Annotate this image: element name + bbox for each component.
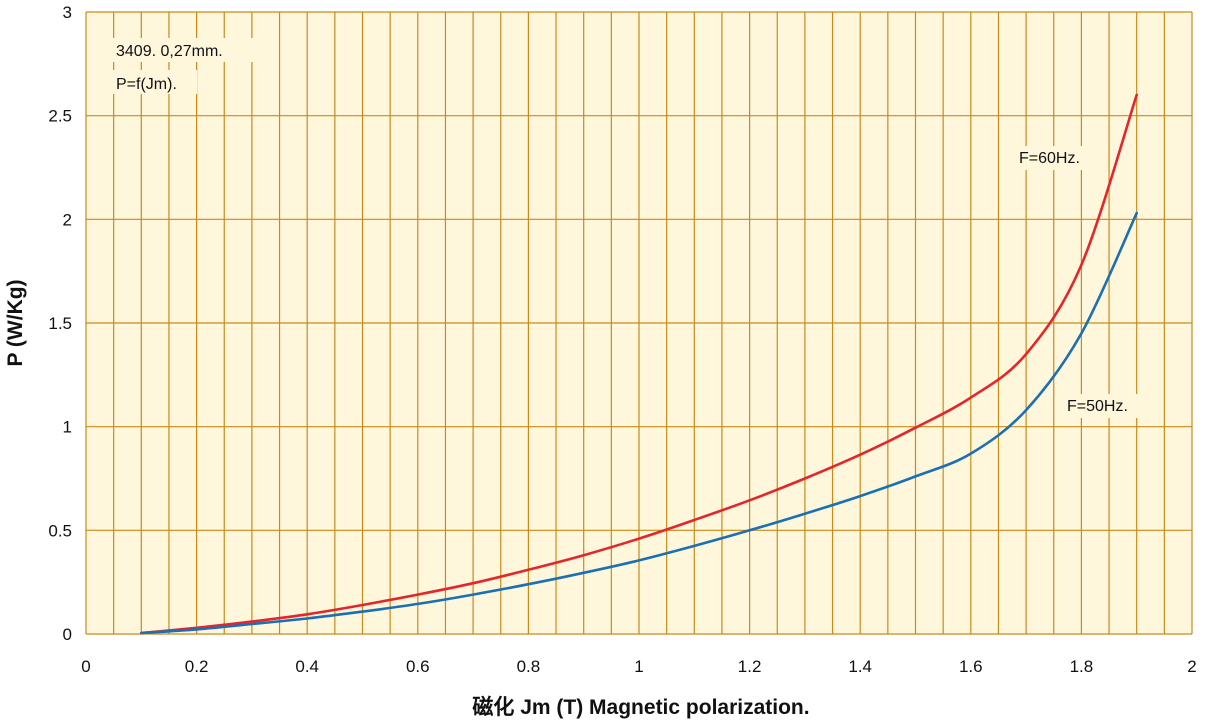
series-label-60hz: F=60Hz.: [1019, 150, 1080, 167]
y-tick-label: 0: [63, 625, 72, 644]
y-tick-label: 1.5: [48, 314, 72, 333]
y-tick-label: 2.5: [48, 107, 72, 126]
legend-50hz-bg: [1064, 394, 1148, 418]
annotation-box-1: [113, 38, 261, 62]
annotation-box-2: [113, 70, 197, 94]
x-tick-label: 0.2: [185, 657, 209, 676]
grid: [85, 11, 1193, 635]
x-tick-label: 2: [1187, 657, 1196, 676]
y-tick-label: 3: [63, 3, 72, 22]
x-tick-label: 0.8: [517, 657, 541, 676]
x-tick-label: 1.8: [1070, 657, 1094, 676]
annotation-line-1: 3409. 0,27mm.: [116, 43, 223, 60]
y-axis-title: P (W/Kg): [4, 279, 27, 366]
x-tick-label: 0.6: [406, 657, 430, 676]
x-tick-label: 0: [81, 657, 90, 676]
series-lines: [140, 93, 1138, 635]
annotation-line-2: P=f(Jm).: [116, 76, 177, 93]
x-tick-label: 1.2: [738, 657, 762, 676]
legend-60hz-bg: [1016, 146, 1100, 170]
series-line-50hz: [140, 211, 1138, 635]
x-tick-label: 1: [634, 657, 643, 676]
y-tick-label: 1: [63, 418, 72, 437]
series-label-50hz: F=50Hz.: [1067, 398, 1128, 415]
x-tick-label: 1.4: [848, 657, 872, 676]
x-tick-label: 1.6: [959, 657, 983, 676]
y-tick-label: 2: [63, 210, 72, 229]
tick-labels: 0 0.2 0.4 0.6 0.8 1 1.2 1.4 1.6 1.8 2 0 0.5 1 1.5 2 2.5 3: [48, 3, 1196, 676]
x-axis-title: 磁化 Jm (T) Magnetic polarization.: [472, 695, 809, 719]
x-tick-label: 0.4: [295, 657, 319, 676]
series-line-60hz: [140, 93, 1138, 635]
y-tick-label: 0.5: [48, 521, 72, 540]
